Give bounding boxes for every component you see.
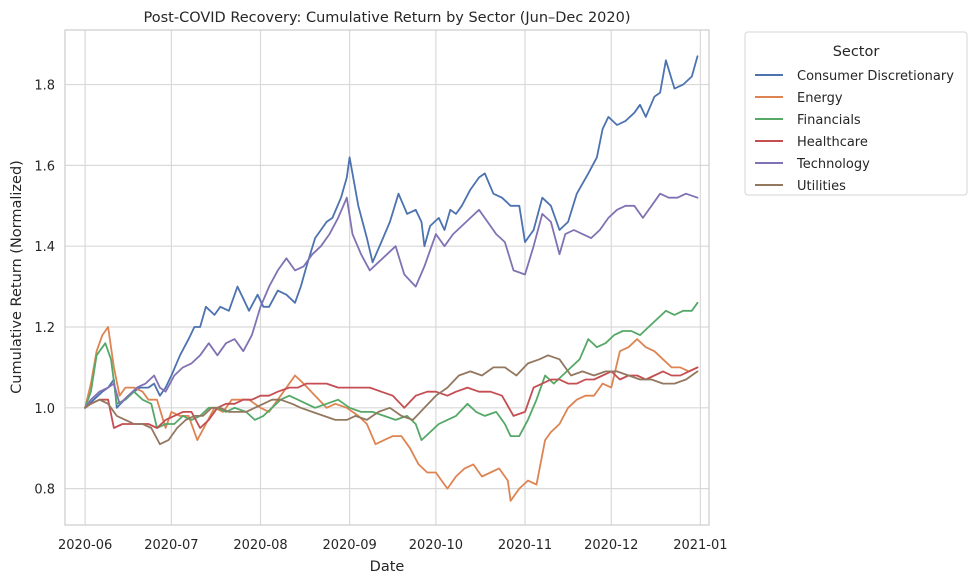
legend-item: Financials: [755, 113, 861, 128]
x-tick-label: 2020-11: [498, 538, 552, 553]
series-line: [84, 55, 699, 409]
axis-ticks: 0.8 1.0 1.2 1.4 1.6 1.8 2020-06 2020-07 2020-08 2…: [34, 79, 727, 553]
y-tick-label: 1.8: [34, 79, 55, 94]
legend-box: [744, 31, 968, 196]
y-tick-label: 1.4: [34, 240, 55, 255]
y-tick-label: 1.6: [34, 159, 55, 174]
x-tick-label: 2020-09: [322, 538, 376, 553]
x-tick-label: 2020-06: [58, 538, 112, 553]
x-tick-label: 2020-10: [409, 538, 463, 553]
series-line: [84, 366, 699, 429]
plot-area: [64, 29, 710, 526]
y-axis-label: Cumulative Return (Normalized): [9, 160, 25, 394]
legend-item: Healthcare: [755, 135, 868, 150]
y-tick-label: 1.2: [34, 321, 55, 336]
legend-item: Energy: [755, 91, 843, 106]
series-line: [84, 192, 699, 409]
x-axis-label: Date: [370, 559, 405, 575]
legend-label: Financials: [797, 113, 861, 128]
series-line: [84, 354, 699, 446]
legend-items: Consumer Discretionary Energy Financials He…: [755, 69, 954, 194]
legend-item: Utilities: [755, 179, 846, 194]
legend-label: Healthcare: [797, 135, 868, 150]
x-tick-label: 2020-07: [144, 538, 198, 553]
legend-label: Energy: [797, 91, 843, 106]
x-tick-label: 2020-08: [233, 538, 287, 553]
x-tick-label: 2020-12: [584, 538, 638, 553]
y-tick-label: 0.8: [34, 483, 55, 498]
legend-label: Technology: [796, 157, 870, 172]
legend-title: Sector: [833, 44, 880, 60]
legend-item: Technology: [755, 157, 870, 172]
series-lines: [84, 55, 699, 502]
legend-label: Utilities: [797, 179, 846, 194]
legend-label: Consumer Discretionary: [797, 69, 954, 84]
x-tick-label: 2021-01: [673, 538, 727, 553]
chart-title: Post-COVID Recovery: Cumulative Return b…: [144, 10, 631, 26]
series-line: [84, 326, 699, 502]
series-line: [84, 301, 699, 442]
y-tick-label: 1.0: [34, 402, 55, 417]
legend-item: Consumer Discretionary: [755, 69, 954, 84]
grid: [65, 30, 709, 525]
legend: Sector Consumer Discretionary Energy Finan…: [744, 31, 968, 196]
